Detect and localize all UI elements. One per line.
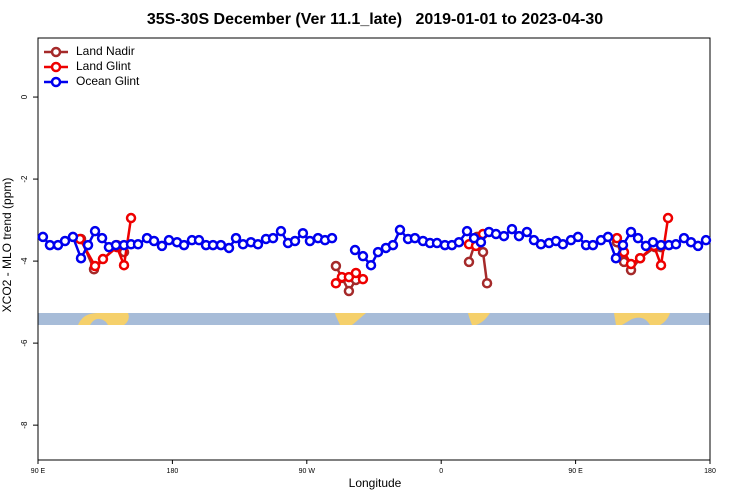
point [475,236,487,248]
point [44,239,56,251]
point [89,260,101,272]
point [655,259,667,271]
point [610,252,622,264]
point [118,259,130,271]
point [513,230,525,242]
point [132,239,144,250]
chart-title: 35S-30S December (Ver 11.1_late) 2019-01… [147,11,603,28]
point [700,234,712,246]
point [365,259,377,271]
y-tick-label: -4 [20,257,29,265]
y-tick-label: -2 [20,175,29,183]
point [557,239,569,250]
point [215,239,227,251]
y-axis-label: XCO2 - MLO trend (ppm) [0,178,14,313]
point [409,232,421,244]
point [148,235,160,247]
x-tick-label: 0 [439,468,443,475]
point [625,258,637,270]
point [350,267,362,279]
point [692,240,704,252]
point [326,232,338,244]
legend-marker [50,46,62,58]
point [587,239,599,251]
point [521,226,533,238]
point [275,225,287,237]
point [97,253,109,265]
point [372,246,384,258]
point [125,212,137,224]
point [37,231,49,243]
y-tick-label: 0 [20,94,29,99]
x-tick-label: 180 [704,468,716,475]
y-tick-label: -6 [20,339,29,347]
point [67,231,79,243]
x-tick-label: 90 E [31,468,46,475]
point [662,212,674,224]
point [498,230,510,242]
point [481,277,493,289]
x-tick-label: 90 E [568,468,583,475]
point [223,242,235,254]
point [59,235,71,247]
point [461,225,473,237]
point [297,227,309,239]
legend-marker [50,61,62,73]
point [230,232,242,244]
point [632,232,644,244]
x-tick-label: 90 W [299,468,316,475]
point [506,223,518,235]
point [96,232,108,244]
point [330,260,342,272]
point [357,273,369,285]
point [110,239,122,251]
map-strip [38,313,710,325]
point [156,240,168,252]
point [75,252,87,264]
point [267,232,279,244]
legend-label: Land Nadir [76,44,135,58]
point [625,226,637,238]
legend-marker [50,76,62,88]
point [453,236,465,248]
point [343,285,355,297]
point [535,239,547,250]
point [387,239,399,251]
point [617,239,629,251]
point [647,236,659,248]
y-tick-label: -8 [20,421,29,429]
point [349,244,361,256]
point [163,234,175,246]
legend-label: Ocean Glint [76,74,140,88]
point [602,231,614,243]
point [89,225,101,237]
x-axis-label: Longitude [349,476,402,490]
point [178,239,190,251]
point [304,235,316,247]
point [670,239,682,250]
point [394,224,406,236]
point [82,239,94,251]
point [357,250,369,262]
point [193,234,205,246]
point [289,235,301,247]
point [634,252,646,264]
legend-label: Land Glint [76,59,131,73]
point [330,277,342,289]
point [477,246,489,258]
x-tick-label: 180 [167,468,179,475]
point [572,231,584,243]
plot-frame [37,37,711,461]
point [463,256,475,268]
point [252,239,264,250]
